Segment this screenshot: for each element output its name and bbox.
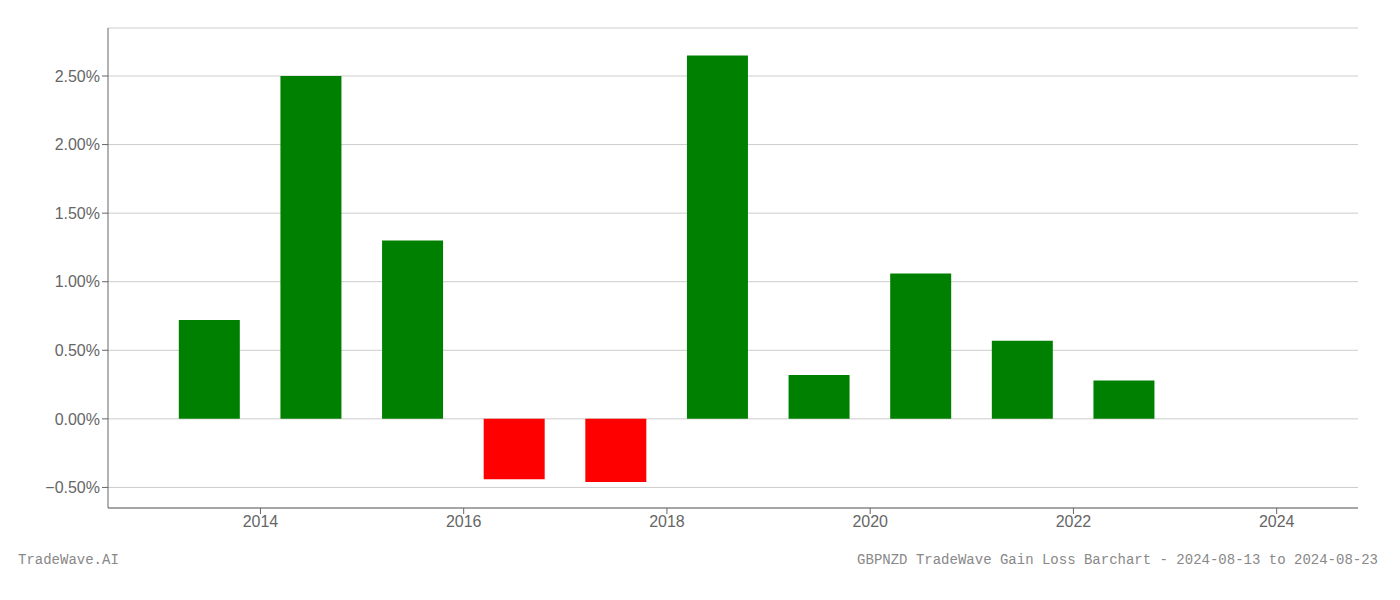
svg-text:2014: 2014: [243, 513, 279, 530]
svg-text:−0.50%: −0.50%: [45, 479, 100, 496]
svg-text:2024: 2024: [1259, 513, 1295, 530]
svg-text:2018: 2018: [649, 513, 685, 530]
svg-text:0.50%: 0.50%: [55, 342, 100, 359]
svg-text:2020: 2020: [852, 513, 888, 530]
svg-text:0.00%: 0.00%: [55, 411, 100, 428]
svg-text:1.00%: 1.00%: [55, 273, 100, 290]
svg-text:2016: 2016: [446, 513, 482, 530]
svg-text:2.00%: 2.00%: [55, 136, 100, 153]
html-text:GBPNZD TradeWave Gain Loss Bar: GBPNZD TradeWave Gain Loss Barchart - 20…: [857, 552, 1378, 568]
svg-text:2022: 2022: [1056, 513, 1092, 530]
svg-text:1.50%: 1.50%: [55, 205, 100, 222]
html-text:TradeWave.AI: TradeWave.AI: [18, 552, 119, 568]
svg-text:2.50%: 2.50%: [55, 68, 100, 85]
